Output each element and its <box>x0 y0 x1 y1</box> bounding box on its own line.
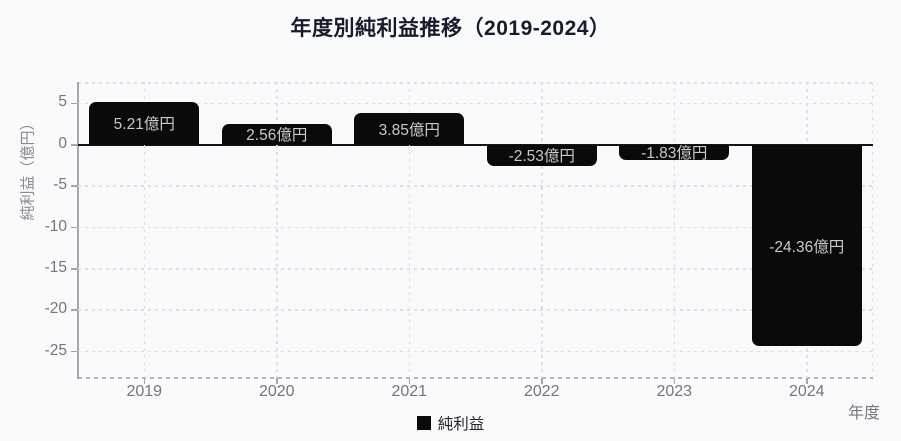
y-tick-label: -10 <box>44 217 67 235</box>
y-tick-mark <box>71 185 77 187</box>
bar-value-label: -1.83億円 <box>641 145 708 163</box>
x-tick-label-2020: 2020 <box>258 383 295 400</box>
y-tick-mark <box>71 226 77 229</box>
bar-2022[interactable]: -2.53億円 <box>486 144 597 166</box>
x-tick-label-2021: 2021 <box>391 383 428 400</box>
x-tick-label-2023: 2023 <box>656 383 693 400</box>
x-axis-title: 年度 <box>847 405 880 422</box>
y-tick-label: -15 <box>44 258 67 276</box>
y-gridline <box>78 226 873 229</box>
bar-value-label: -2.53億円 <box>508 148 575 166</box>
y-tick-label: 5 <box>58 93 67 111</box>
bar-value-label: 3.85億円 <box>378 121 440 139</box>
x-gridline <box>673 82 675 378</box>
y-gridline <box>78 268 873 270</box>
x-tick-label-2022: 2022 <box>523 383 560 400</box>
y-tick-label: -5 <box>53 176 67 194</box>
y-gridline <box>78 350 873 353</box>
legend-item-net-profit[interactable]: 純利益 <box>0 412 901 434</box>
y-axis-title: 純利益（億円） <box>19 115 37 221</box>
legend-label: 純利益 <box>437 416 485 433</box>
y-tick-mark <box>71 144 77 146</box>
y-tick-mark <box>71 350 77 353</box>
y-gridline <box>78 185 873 187</box>
bar-value-label: 5.21億円 <box>113 116 175 134</box>
plot-border-top <box>78 82 873 84</box>
x-tick-mark <box>408 378 410 384</box>
y-gridline <box>78 102 873 105</box>
y-tick-mark <box>71 268 77 270</box>
x-tick-mark <box>806 378 808 384</box>
bar-2023[interactable]: -1.83億円 <box>619 144 730 162</box>
bar-value-label: -24.36億円 <box>769 238 845 256</box>
bar-2019[interactable]: 5.21億円 <box>89 101 200 145</box>
y-tick-mark <box>71 309 77 311</box>
x-axis-line <box>78 377 873 379</box>
x-tick-label-2024: 2024 <box>788 383 825 400</box>
x-tick-mark <box>673 378 675 384</box>
y-gridline <box>78 309 873 311</box>
x-gridline <box>276 82 278 378</box>
bar-value-label: 2.56億円 <box>246 127 308 145</box>
y-tick-mark <box>71 102 77 105</box>
x-tick-mark <box>143 378 145 384</box>
x-tick-mark <box>276 378 278 384</box>
x-gridline <box>143 82 145 378</box>
x-tick-mark <box>541 378 543 384</box>
legend-swatch-icon <box>416 416 431 430</box>
x-tick-label-2019: 2019 <box>126 383 163 400</box>
zero-gridline <box>78 143 873 146</box>
y-tick-label: 0 <box>58 134 67 152</box>
x-gridline <box>541 82 543 378</box>
bar-2021[interactable]: 3.85億円 <box>354 113 465 145</box>
bar-2020[interactable]: 2.56億円 <box>221 123 332 145</box>
y-tick-label: -20 <box>44 300 67 318</box>
y-tick-label: -25 <box>44 341 67 359</box>
chart-title: 年度別純利益推移（2019-2024） <box>290 17 611 40</box>
bar-2024[interactable]: -24.36億円 <box>751 144 862 347</box>
x-gridline <box>408 82 410 378</box>
plot-border-right <box>871 82 873 378</box>
y-axis-line <box>77 82 79 379</box>
